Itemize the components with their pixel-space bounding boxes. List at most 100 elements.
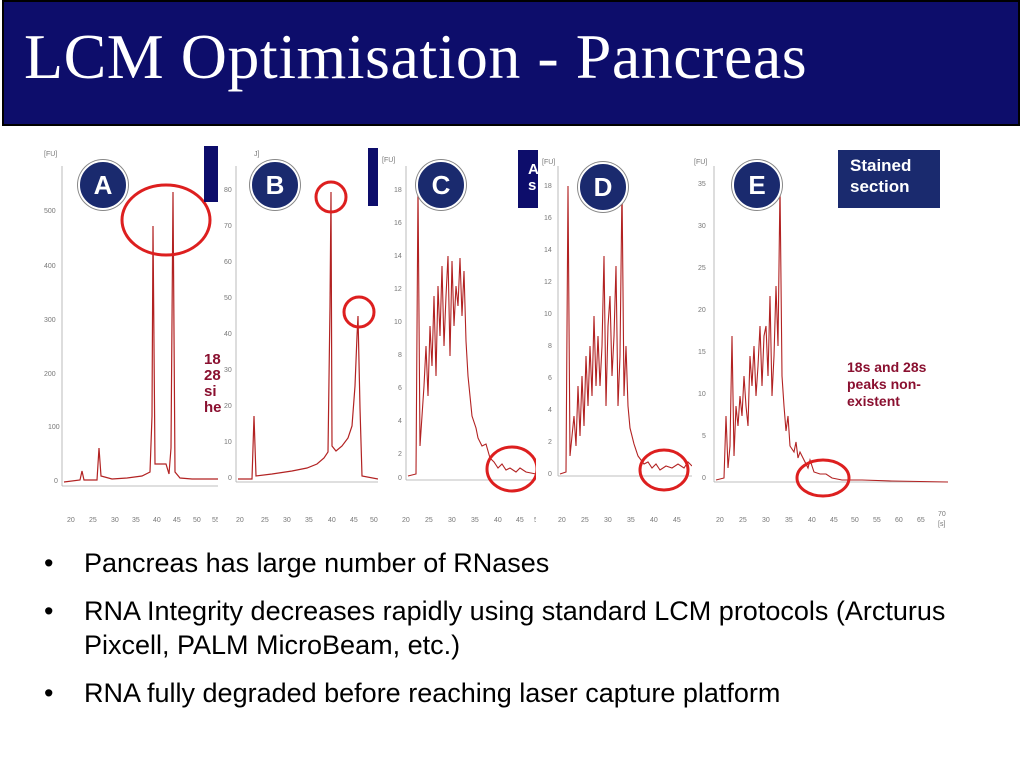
x-tick: 50 bbox=[370, 517, 378, 524]
y-tick: 10 bbox=[698, 391, 706, 398]
x-tick: 25 bbox=[261, 517, 269, 524]
panel-label-c: C bbox=[416, 160, 466, 210]
panel-label-e: E bbox=[732, 160, 782, 210]
x-tick: 65 bbox=[917, 517, 925, 524]
y-ticks-a: 500 400 300 200 100 0 bbox=[44, 208, 60, 485]
y-tick: 0 bbox=[228, 475, 232, 482]
peak-circle-a bbox=[120, 183, 212, 257]
x-tick: 50 bbox=[534, 517, 536, 524]
y-tick: 0 bbox=[398, 475, 402, 482]
y-tick: 16 bbox=[394, 220, 402, 227]
bullet-dot-icon: • bbox=[44, 596, 54, 626]
degradation-circle-d bbox=[638, 448, 690, 492]
x-tick: 35 bbox=[471, 517, 479, 524]
electropherogram-panel-b: J] 80 70 60 50 40 30 20 10 0 20 25 30 35… bbox=[222, 146, 378, 528]
y-ticks-c: 18 16 14 12 10 8 6 4 2 0 bbox=[394, 187, 402, 482]
y-tick: 14 bbox=[394, 253, 402, 260]
x-tick: 30 bbox=[604, 517, 612, 524]
y-tick: 30 bbox=[224, 367, 232, 374]
y-tick: 0 bbox=[702, 475, 706, 482]
x-tick: 30 bbox=[111, 517, 119, 524]
y-tick: 14 bbox=[544, 247, 552, 254]
x-tick: 40 bbox=[808, 517, 816, 524]
y-tick: 10 bbox=[224, 439, 232, 446]
y-tick: 16 bbox=[544, 215, 552, 222]
x-ticks-b: 20 25 30 35 40 45 50 bbox=[236, 517, 378, 524]
x-tick: 45 bbox=[350, 517, 358, 524]
x-ticks-e: 20 25 30 35 40 45 50 55 60 65 70 [s] bbox=[716, 511, 946, 528]
trace-plot-a: [FU] 500 400 300 200 100 0 20 25 30 35 4… bbox=[44, 151, 218, 524]
x-tick: 35 bbox=[305, 517, 313, 524]
y-tick: 8 bbox=[548, 343, 552, 350]
y-tick: 40 bbox=[224, 331, 232, 338]
electropherogram-panel-d: [FU] 18 16 14 12 10 8 6 4 2 0 20 25 30 3… bbox=[540, 146, 692, 528]
y-tick: 12 bbox=[394, 286, 402, 293]
fu-label-a: [FU] bbox=[44, 151, 57, 158]
x-unit: [s] bbox=[938, 521, 945, 528]
y-tick: 6 bbox=[548, 375, 552, 382]
x-ticks-a: 20 25 30 35 40 45 50 55 bbox=[67, 517, 218, 524]
y-tick: 0 bbox=[548, 471, 552, 478]
y-tick: 80 bbox=[224, 187, 232, 194]
peak-circle-b1 bbox=[314, 180, 348, 214]
x-tick: 40 bbox=[650, 517, 658, 524]
trace-plot-c: [FU] 18 16 14 12 10 8 6 4 2 0 20 25 30 3… bbox=[382, 157, 536, 524]
x-tick: 25 bbox=[89, 517, 97, 524]
y-tick: 50 bbox=[224, 295, 232, 302]
x-tick: 25 bbox=[425, 517, 433, 524]
trace-b bbox=[238, 191, 378, 480]
x-tick: 20 bbox=[716, 517, 724, 524]
fu-label-d: [FU] bbox=[542, 159, 555, 166]
panel-label-d: D bbox=[578, 162, 628, 212]
x-tick: 35 bbox=[132, 517, 140, 524]
y-tick: 2 bbox=[548, 439, 552, 446]
x-tick: 45 bbox=[516, 517, 524, 524]
y-tick: 18 bbox=[544, 183, 552, 190]
y-ticks-d: 18 16 14 12 10 8 6 4 2 0 bbox=[544, 183, 552, 478]
y-tick: 0 bbox=[54, 478, 58, 485]
y-ticks-b: 80 70 60 50 40 30 20 10 0 bbox=[224, 187, 232, 482]
electropherogram-panel-a: [FU] 500 400 300 200 100 0 20 25 30 35 4… bbox=[42, 146, 218, 528]
y-tick: 6 bbox=[398, 385, 402, 392]
bullet-item: • RNA Integrity decreases rapidly using s… bbox=[44, 596, 946, 660]
y-tick: 70 bbox=[224, 223, 232, 230]
y-tick: 500 bbox=[44, 208, 56, 215]
stained-section-label: Stained section bbox=[838, 150, 940, 208]
x-tick: 55 bbox=[873, 517, 881, 524]
overlay-stub-b bbox=[368, 148, 378, 206]
trace-plot-d: [FU] 18 16 14 12 10 8 6 4 2 0 20 25 30 3… bbox=[542, 159, 692, 524]
trace-plot-e: [FU] 35 30 25 20 15 10 5 0 20 25 30 35 4… bbox=[694, 159, 948, 528]
x-tick: 50 bbox=[193, 517, 201, 524]
y-tick: 25 bbox=[698, 265, 706, 272]
x-tick: 20 bbox=[236, 517, 244, 524]
x-tick: 50 bbox=[851, 517, 859, 524]
x-tick: 40 bbox=[494, 517, 502, 524]
degradation-circle-e bbox=[795, 458, 851, 498]
x-tick: 20 bbox=[402, 517, 410, 524]
y-tick: 60 bbox=[224, 259, 232, 266]
overlay-stub-c bbox=[518, 150, 538, 208]
x-tick: 25 bbox=[739, 517, 747, 524]
x-tick: 30 bbox=[448, 517, 456, 524]
fu-label-b: J] bbox=[254, 151, 260, 158]
y-ticks-e: 35 30 25 20 15 10 5 0 bbox=[698, 181, 706, 482]
x-tick: 45 bbox=[830, 517, 838, 524]
title-box: LCM Optimisation - Pancreas bbox=[2, 0, 1020, 126]
x-tick: 55 bbox=[212, 517, 218, 524]
trace-d bbox=[559, 185, 692, 475]
y-tick: 100 bbox=[48, 424, 60, 431]
y-tick: 10 bbox=[544, 311, 552, 318]
x-tick: 20 bbox=[67, 517, 75, 524]
electropherogram-panel-c: [FU] 18 16 14 12 10 8 6 4 2 0 20 25 30 3… bbox=[380, 146, 536, 528]
y-tick: 4 bbox=[398, 418, 402, 425]
panel-label-a: A bbox=[78, 160, 128, 210]
bullet-item: • RNA fully degraded before reaching lase… bbox=[44, 678, 781, 708]
y-tick: 400 bbox=[44, 263, 56, 270]
y-tick: 30 bbox=[698, 223, 706, 230]
x-tick: 70 bbox=[938, 511, 946, 518]
cut-text-a: 18 28 si he bbox=[204, 351, 222, 416]
bullet-list: • Pancreas has large number of RNases • RN… bbox=[40, 546, 1010, 724]
x-tick: 30 bbox=[762, 517, 770, 524]
trace-a bbox=[63, 191, 218, 483]
